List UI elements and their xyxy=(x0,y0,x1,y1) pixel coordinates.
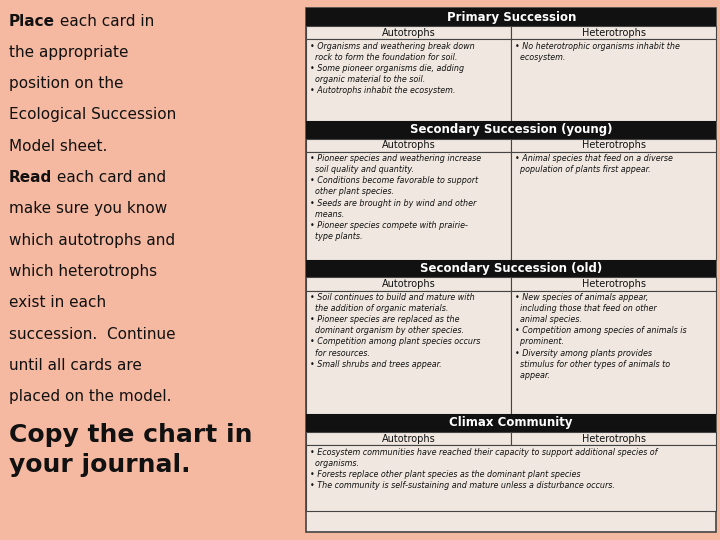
Bar xyxy=(306,291,511,414)
Text: placed on the model.: placed on the model. xyxy=(9,389,171,404)
Text: • Animal species that feed on a diverse
  population of plants first appear.: • Animal species that feed on a diverse … xyxy=(515,154,672,174)
Text: • New species of animals appear,
  including those that feed on other
  animal s: • New species of animals appear, includi… xyxy=(515,293,686,380)
Text: Primary Succession: Primary Succession xyxy=(446,10,576,24)
Text: • Soil continues to build and mature with
  the addition of organic materials.
•: • Soil continues to build and mature wit… xyxy=(310,293,480,369)
Bar xyxy=(511,278,716,291)
Text: Place: Place xyxy=(9,14,55,29)
Text: Heterotrophs: Heterotrophs xyxy=(582,279,646,289)
Bar xyxy=(306,26,511,39)
Text: • No heterotrophic organisms inhabit the
  ecosystem.: • No heterotrophic organisms inhabit the… xyxy=(515,42,680,62)
Text: Copy the chart in
your journal.: Copy the chart in your journal. xyxy=(9,423,252,477)
Text: Model sheet.: Model sheet. xyxy=(9,139,107,154)
Text: Autotrophs: Autotrophs xyxy=(382,140,436,150)
Bar xyxy=(306,8,716,532)
Text: Ecological Succession: Ecological Succession xyxy=(9,107,176,123)
Text: Autotrophs: Autotrophs xyxy=(382,279,436,289)
Text: Autotrophs: Autotrophs xyxy=(382,28,436,38)
Text: each card in: each card in xyxy=(55,14,154,29)
Text: Autotrophs: Autotrophs xyxy=(382,434,436,444)
Bar xyxy=(511,291,716,414)
Bar xyxy=(511,152,716,260)
Text: Secondary Succession (young): Secondary Succession (young) xyxy=(410,123,613,136)
Text: which heterotrophs: which heterotrophs xyxy=(9,264,157,279)
Bar xyxy=(306,39,511,121)
Text: the appropriate: the appropriate xyxy=(9,45,128,60)
Bar xyxy=(306,278,511,291)
Text: make sure you know: make sure you know xyxy=(9,201,167,217)
Text: each card and: each card and xyxy=(52,170,166,185)
Bar xyxy=(306,152,511,260)
Text: Heterotrophs: Heterotrophs xyxy=(582,434,646,444)
Text: Secondary Succession (old): Secondary Succession (old) xyxy=(420,262,603,275)
Text: • Organisms and weathering break down
  rock to form the foundation for soil.
• : • Organisms and weathering break down ro… xyxy=(310,42,474,95)
Text: Heterotrophs: Heterotrophs xyxy=(582,28,646,38)
Bar xyxy=(511,432,716,445)
Bar xyxy=(511,139,716,152)
Bar xyxy=(306,432,511,445)
Text: Heterotrophs: Heterotrophs xyxy=(582,140,646,150)
Bar xyxy=(511,26,716,39)
Bar xyxy=(511,39,716,121)
Bar xyxy=(306,139,511,152)
Text: • Pioneer species and weathering increase
  soil quality and quantity.
• Conditi: • Pioneer species and weathering increas… xyxy=(310,154,481,241)
Text: exist in each: exist in each xyxy=(9,295,106,310)
Text: until all cards are: until all cards are xyxy=(9,358,142,373)
Text: • Ecosystem communities have reached their capacity to support additional specie: • Ecosystem communities have reached the… xyxy=(310,448,657,490)
Bar xyxy=(306,414,716,432)
Text: position on the: position on the xyxy=(9,76,123,91)
Bar xyxy=(306,446,716,511)
Bar xyxy=(306,260,716,278)
Bar xyxy=(306,121,716,139)
Text: Climax Community: Climax Community xyxy=(449,416,573,429)
Text: Read: Read xyxy=(9,170,52,185)
Text: succession.  Continue: succession. Continue xyxy=(9,327,175,342)
Text: which autotrophs and: which autotrophs and xyxy=(9,233,175,248)
Bar xyxy=(306,8,716,26)
